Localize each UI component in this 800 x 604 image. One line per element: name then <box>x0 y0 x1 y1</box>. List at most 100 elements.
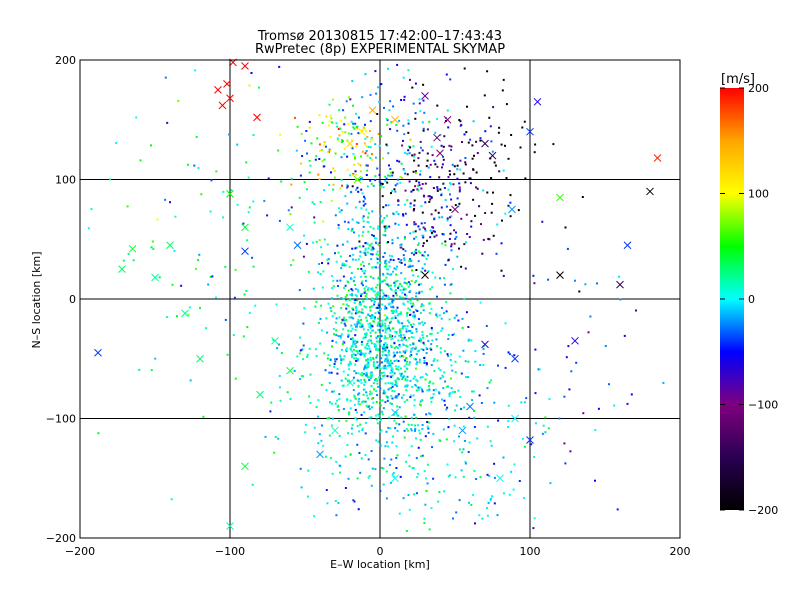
data-point <box>459 120 462 123</box>
data-point <box>374 377 377 380</box>
data-point <box>376 261 379 264</box>
data-point <box>404 293 406 296</box>
data-point <box>195 135 198 138</box>
data-point <box>402 214 405 217</box>
data-point <box>397 285 400 288</box>
data-point <box>314 348 317 351</box>
data-cross <box>623 241 632 250</box>
data-point <box>390 273 393 276</box>
data-point <box>419 170 422 173</box>
data-point <box>366 405 369 408</box>
data-point <box>369 315 372 318</box>
data-point <box>350 312 353 315</box>
data-point <box>482 238 485 241</box>
data-point <box>415 378 418 381</box>
data-point <box>379 327 382 329</box>
data-point <box>470 220 473 223</box>
data-point <box>347 289 350 292</box>
data-point <box>396 347 399 349</box>
data-point <box>409 265 412 268</box>
data-point <box>321 160 324 163</box>
data-point <box>471 390 474 393</box>
data-point <box>491 202 494 205</box>
data-point <box>340 306 343 309</box>
data-point <box>510 134 513 136</box>
data-point <box>428 200 431 203</box>
data-point <box>354 258 357 261</box>
data-point <box>411 264 414 267</box>
data-point <box>404 212 407 215</box>
data-point <box>343 319 346 322</box>
data-point <box>386 358 389 361</box>
data-point <box>426 421 429 423</box>
data-cross <box>331 426 339 435</box>
data-point <box>390 376 393 379</box>
data-point <box>430 364 433 366</box>
data-point <box>570 370 573 373</box>
data-point <box>367 216 369 219</box>
data-point <box>384 227 387 230</box>
data-point <box>313 426 316 429</box>
data-point <box>497 419 500 422</box>
data-point <box>372 298 375 301</box>
data-point <box>420 305 423 308</box>
data-cross <box>556 193 564 202</box>
data-cross <box>421 91 429 100</box>
data-point <box>340 141 343 144</box>
data-point <box>135 116 138 119</box>
data-point <box>362 231 365 234</box>
data-point <box>333 390 335 393</box>
data-point <box>421 183 424 185</box>
data-point <box>363 291 366 294</box>
data-point <box>347 477 350 480</box>
data-point <box>351 80 354 83</box>
data-point <box>330 424 333 427</box>
data-point <box>433 230 436 233</box>
data-cross <box>253 113 261 122</box>
data-point <box>405 328 408 331</box>
data-point <box>402 420 405 423</box>
data-point <box>451 163 454 166</box>
data-point <box>442 387 445 389</box>
data-point <box>369 374 372 377</box>
data-point <box>544 431 547 434</box>
data-point <box>383 225 386 228</box>
data-point <box>465 311 468 314</box>
data-point <box>369 225 372 228</box>
data-point <box>352 338 355 341</box>
data-point <box>391 190 393 193</box>
data-point <box>359 250 362 253</box>
data-point <box>369 157 372 159</box>
data-point <box>335 260 338 263</box>
data-point <box>415 358 417 361</box>
data-cross <box>571 336 579 345</box>
chart-subtitle: RwPretec (8p) EXPERIMENTAL SKYMAP <box>255 42 505 57</box>
data-point <box>413 375 416 378</box>
data-point <box>430 400 433 403</box>
data-point <box>413 253 415 256</box>
data-point <box>408 321 411 324</box>
data-point <box>454 409 457 412</box>
data-point <box>374 379 377 382</box>
data-point <box>372 329 375 332</box>
data-point <box>426 389 429 392</box>
data-point <box>342 297 345 300</box>
data-point <box>523 445 526 448</box>
data-point <box>432 360 435 362</box>
data-point <box>325 145 327 148</box>
data-point <box>346 186 349 189</box>
data-point <box>347 132 350 135</box>
data-point <box>440 144 443 147</box>
data-point <box>323 144 325 147</box>
data-point <box>454 237 457 240</box>
data-point <box>323 238 326 241</box>
data-point <box>387 285 390 287</box>
data-point <box>471 144 474 147</box>
data-point <box>397 321 400 324</box>
data-point <box>330 171 332 174</box>
data-point <box>356 221 358 224</box>
data-point <box>351 350 354 353</box>
data-point <box>449 232 452 235</box>
data-point <box>350 427 353 430</box>
data-point <box>372 363 375 366</box>
